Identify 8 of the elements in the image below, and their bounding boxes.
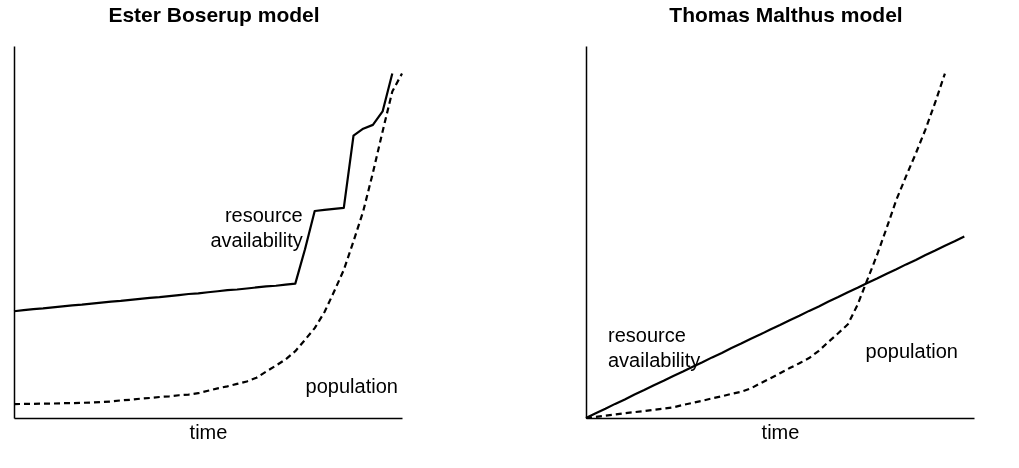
chart-title: Thomas Malthus model: [669, 3, 903, 26]
series-label: resource availability: [210, 203, 303, 251]
chart-title: Ester Boserup model: [108, 3, 320, 26]
series-label: population: [865, 339, 958, 362]
x-axis-title: time: [189, 420, 228, 443]
series-label: resource availability: [608, 324, 701, 371]
x-axis-title: time: [761, 420, 800, 443]
series-label: population: [305, 375, 398, 398]
